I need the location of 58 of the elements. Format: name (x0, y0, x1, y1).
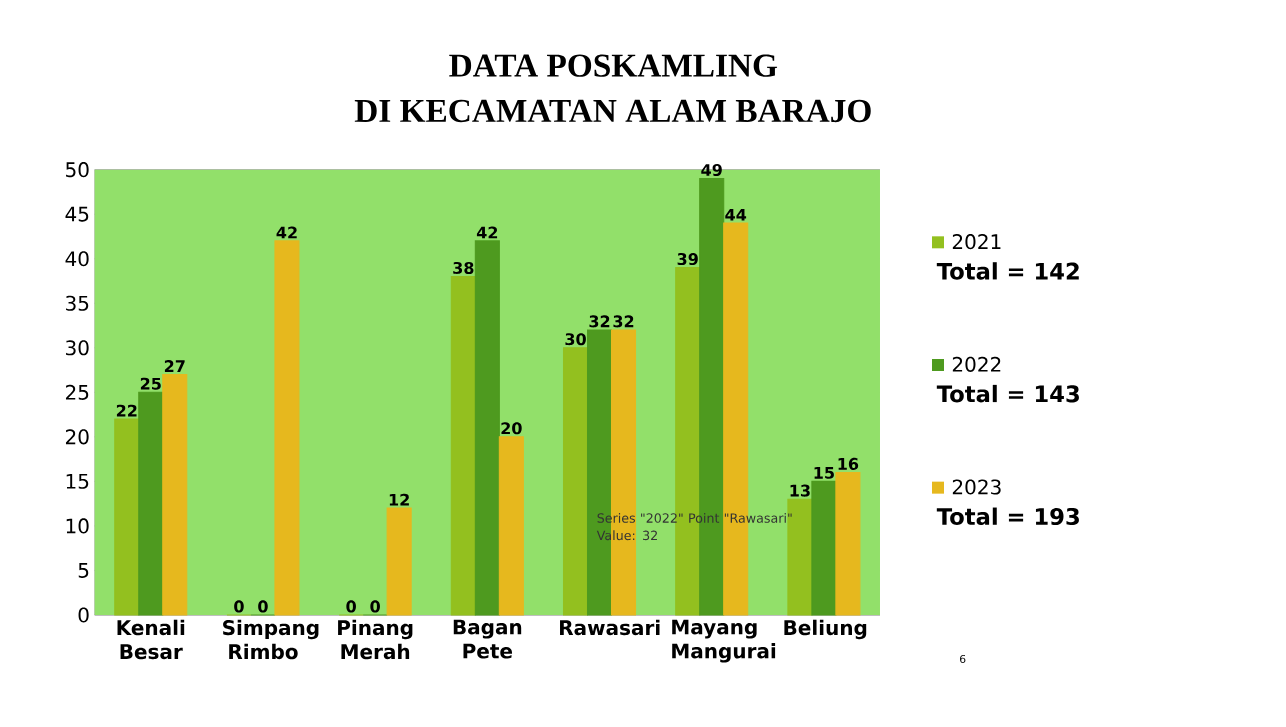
y-tick-label: 35 (66, 295, 89, 311)
bar (386, 507, 412, 616)
data-label: 12 (389, 493, 409, 506)
y-tick-label: 0 (78, 607, 89, 623)
x-tick-label: Bagan Pete (453, 619, 522, 659)
chart-subtitle: DI KECAMATAN ALAM BARAJO (354, 99, 871, 123)
legend-label: 2021 (952, 234, 1001, 250)
data-label: 0 (370, 600, 380, 613)
bar (274, 240, 300, 616)
data-label: 0 (258, 600, 268, 613)
bar (811, 480, 837, 616)
bar (474, 240, 500, 616)
y-tick-label: 10 (66, 518, 89, 534)
x-tick-label: Simpang Rimbo (223, 619, 319, 660)
bar (138, 391, 164, 616)
data-label: 16 (838, 457, 859, 470)
bar (114, 418, 140, 616)
y-tick-label: 5 (78, 563, 89, 578)
legend-label: 2023 (952, 479, 1001, 495)
y-tick-label: 40 (65, 251, 89, 267)
y-tick-label: 15 (66, 473, 89, 489)
bar (162, 373, 188, 616)
y-tick-label: 20 (65, 429, 89, 445)
data-label: 20 (501, 422, 522, 435)
data-label: 44 (725, 208, 747, 221)
text: Total = 193 (936, 507, 1079, 526)
legend-label: 2022 (952, 356, 1001, 372)
y-tick-label: 50 (66, 162, 89, 178)
data-label: 42 (476, 226, 498, 239)
data-label: 39 (677, 252, 698, 266)
bar (562, 347, 589, 616)
data-label: 25 (140, 377, 161, 390)
bar (835, 471, 861, 616)
text: Total = 143 (936, 384, 1079, 403)
data-label: 38 (453, 261, 474, 274)
x-tick-label: Rawasari (560, 619, 660, 636)
y-tick-label: 45 (65, 206, 89, 222)
data-label: 0 (346, 600, 356, 613)
data-label: 0 (234, 600, 244, 613)
text: 6 (960, 654, 966, 664)
y-tick-label: 30 (66, 340, 89, 356)
x-tick-label: Mayang Mangurai (672, 619, 776, 663)
x-tick-label: Pinang Merah (338, 619, 413, 660)
data-label: 32 (613, 315, 634, 328)
data-label: 15 (814, 466, 834, 479)
data-label: 42 (276, 226, 297, 239)
bar (450, 275, 476, 616)
x-tick-label: Beliung (784, 619, 867, 640)
bar (498, 436, 524, 616)
data-label: 30 (565, 333, 586, 346)
chart-title: DATA POSKAMLING (449, 54, 778, 77)
data-label: 22 (116, 404, 137, 417)
data-label: 32 (589, 315, 610, 328)
x-tick-label: Kenali Besar (117, 619, 185, 660)
y-tick-label: 25 (65, 384, 89, 400)
data-label: 27 (164, 360, 185, 372)
data-label: 13 (790, 484, 810, 497)
text: Total = 142 (936, 262, 1079, 280)
